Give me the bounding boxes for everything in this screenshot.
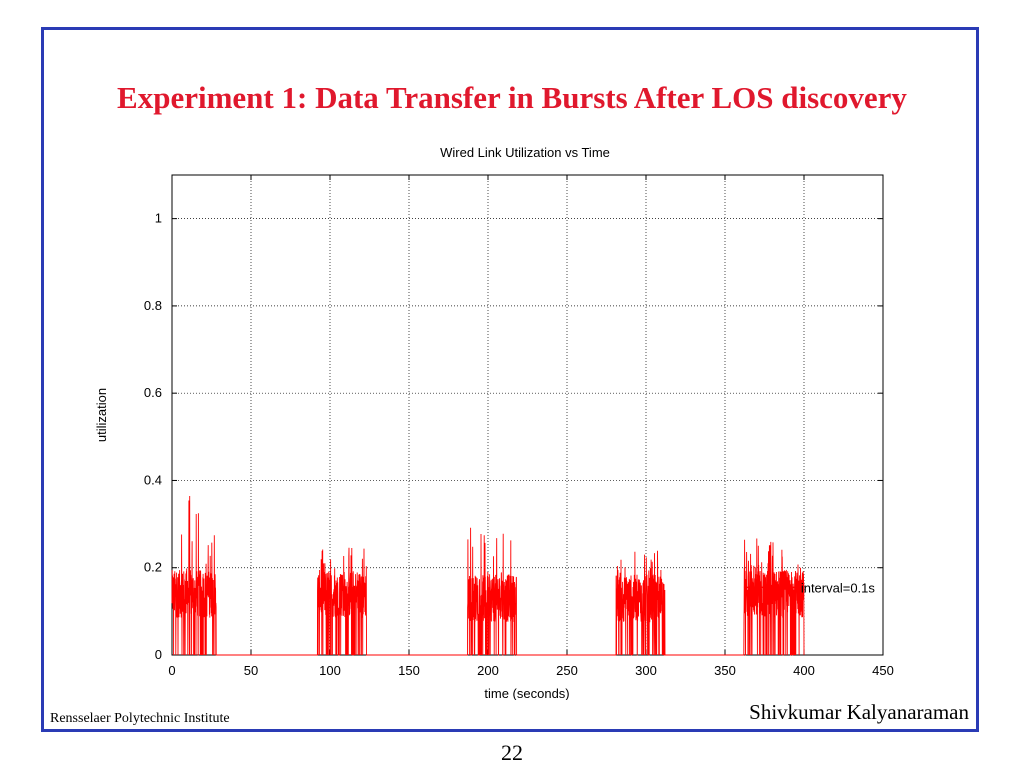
legend-label: interval=0.1s bbox=[801, 580, 876, 595]
x-axis-label: time (seconds) bbox=[484, 686, 569, 700]
y-tick-label: 0 bbox=[155, 647, 162, 662]
x-tick-label: 150 bbox=[398, 663, 420, 678]
x-tick-label: 50 bbox=[244, 663, 258, 678]
x-tick-label: 450 bbox=[872, 663, 894, 678]
x-tick-label: 300 bbox=[635, 663, 657, 678]
series-lines bbox=[171, 495, 805, 656]
x-tick-label: 350 bbox=[714, 663, 736, 678]
x-tick-label: 0 bbox=[168, 663, 175, 678]
y-tick-label: 0.2 bbox=[144, 560, 162, 575]
y-tick-label: 0.8 bbox=[144, 298, 162, 313]
page-number: 22 bbox=[501, 740, 523, 765]
y-tick-label: 0.6 bbox=[144, 385, 162, 400]
x-tick-label: 400 bbox=[793, 663, 815, 678]
utilization-chart: Wired Link Utilization vs Time 0 50 100 150… bbox=[94, 145, 894, 700]
y-tick-label: 0.4 bbox=[144, 472, 162, 487]
y-axis-label: utilization bbox=[94, 388, 109, 442]
institution-label: Rensselaer Polytechnic Institute bbox=[50, 711, 230, 726]
chart-legend: interval=0.1s bbox=[743, 580, 876, 595]
slide-title: Experiment 1: Data Transfer in Bursts Af… bbox=[117, 80, 907, 115]
slide-frame bbox=[41, 27, 979, 732]
series-line bbox=[171, 495, 805, 656]
x-tick-label: 100 bbox=[319, 663, 341, 678]
x-tick-label: 250 bbox=[556, 663, 578, 678]
x-tick-label: 200 bbox=[477, 663, 499, 678]
author-label: Shivkumar Kalyanaraman bbox=[749, 700, 969, 724]
axis-ticks: 0 50 100 150 200 250 300 350 400 450 0 0.2 0.4 0.6 0.8… bbox=[144, 175, 894, 678]
y-tick-label: 1 bbox=[155, 211, 162, 226]
chart-title: Wired Link Utilization vs Time bbox=[440, 145, 610, 160]
